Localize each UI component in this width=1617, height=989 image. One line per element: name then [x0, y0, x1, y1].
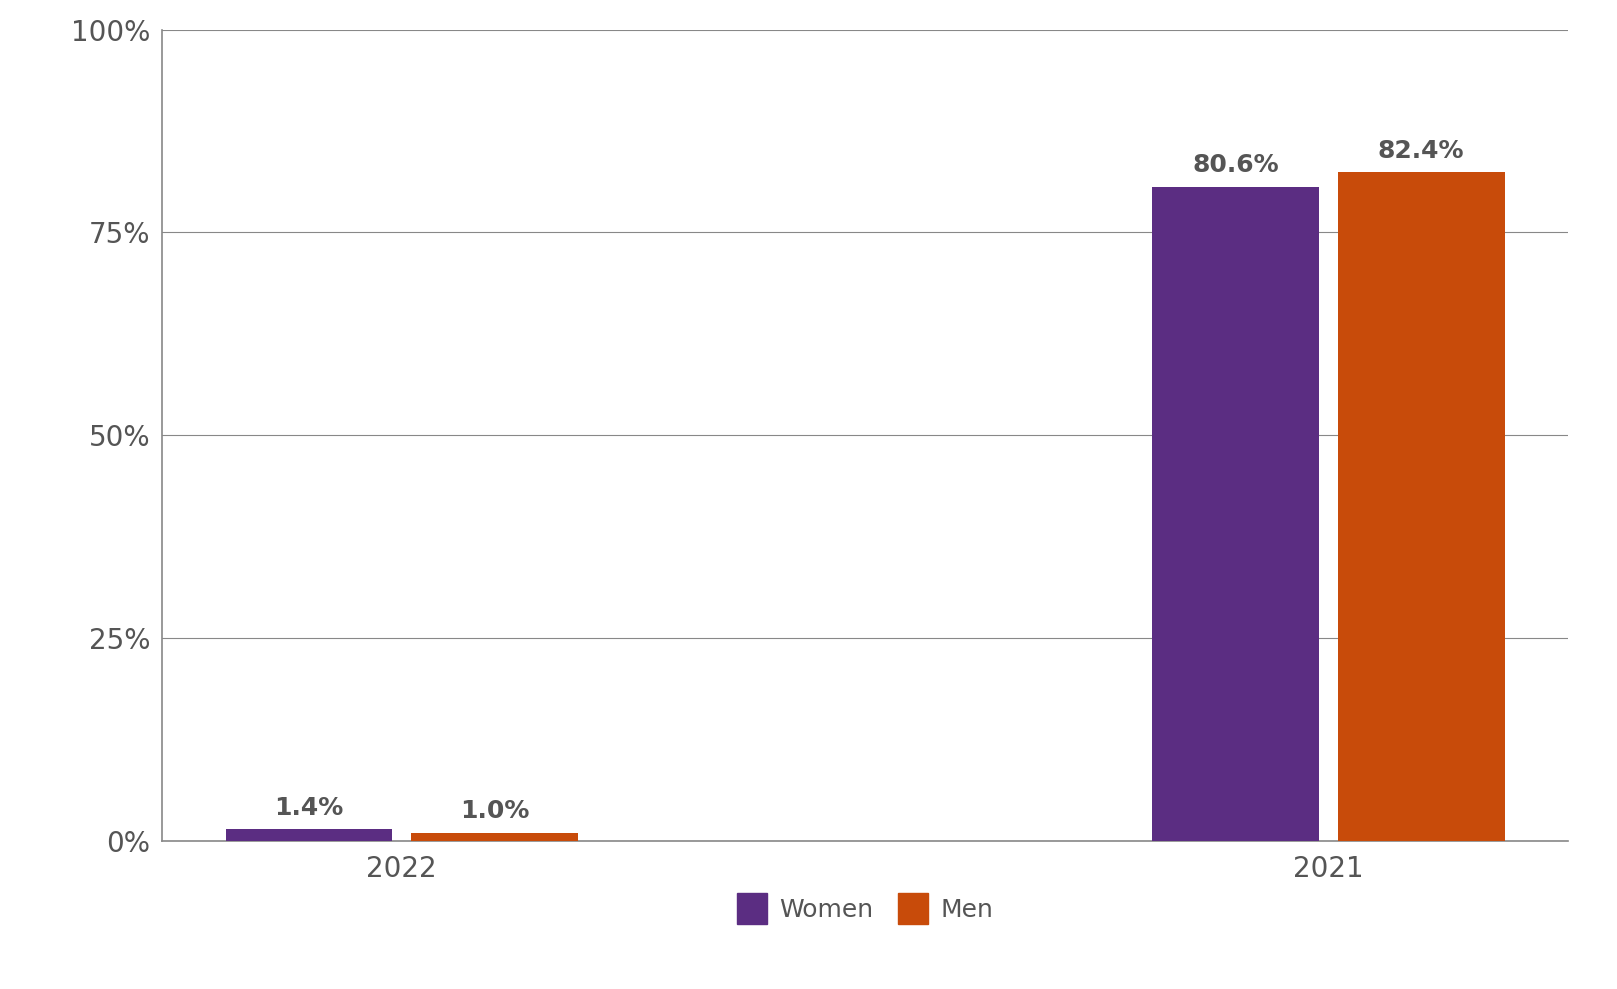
Text: 82.4%: 82.4%	[1378, 138, 1465, 162]
Text: 1.4%: 1.4%	[275, 795, 344, 820]
Bar	[1153, 187, 1319, 841]
Bar	[226, 830, 393, 841]
Bar	[411, 833, 577, 841]
Text: 80.6%: 80.6%	[1192, 153, 1279, 177]
Legend: Women, Men: Women, Men	[726, 883, 1004, 934]
Text: 1.0%: 1.0%	[459, 799, 529, 823]
Bar	[1337, 172, 1504, 841]
